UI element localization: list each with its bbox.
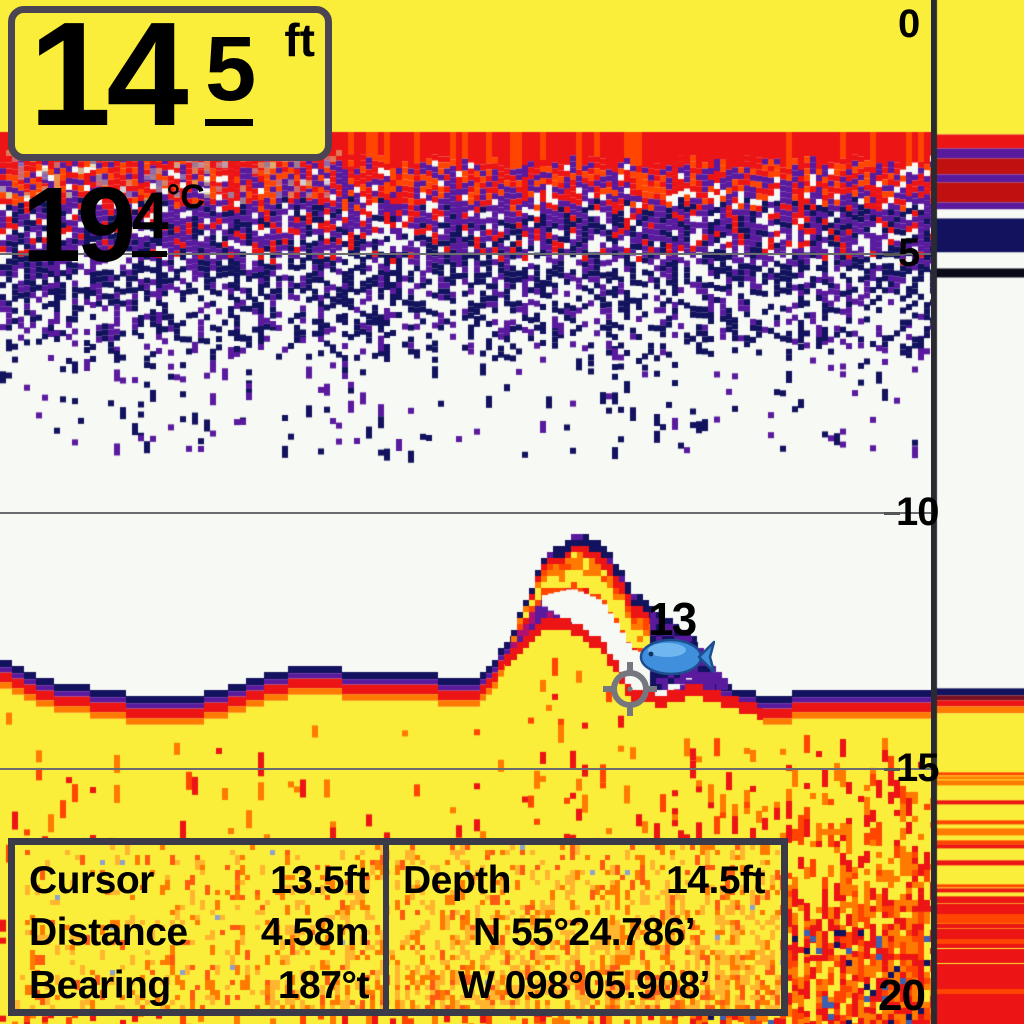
cursor-label: Cursor	[29, 859, 154, 902]
longitude-value: W 098°05.908’	[458, 963, 710, 1007]
latitude-value: N 55°24.786’	[472, 911, 696, 955]
depth-value: 14.5ft	[666, 859, 765, 902]
cursor-value: 13.5ft	[270, 859, 369, 902]
distance-value: 4.58m	[260, 911, 370, 955]
depth-tick-label-10: 10	[896, 490, 939, 534]
depth-decimal-value: 5	[205, 23, 256, 126]
temperature-unit-label: °C	[166, 178, 205, 216]
depth-tick-label-20: 20	[878, 971, 926, 1020]
depth-whole-value: 14	[29, 6, 189, 157]
panel-divider	[383, 845, 389, 1009]
table-row: N 55°24.786’	[403, 907, 765, 959]
depth-tick-label-5: 5	[898, 231, 920, 275]
depth-tick-mark-15	[884, 768, 900, 771]
depth-readout-box[interactable]: 14 5 ft	[8, 6, 332, 161]
bearing-label: Bearing	[29, 963, 171, 1007]
table-row: Distance 4.58m	[29, 907, 370, 959]
bearing-value: 187°t	[277, 963, 370, 1007]
ascope-canvas	[935, 0, 1024, 1024]
position-info-pane: Depth 14.5ft N 55°24.786’ W 098°05.908’	[389, 845, 781, 1009]
ascope-divider	[931, 0, 935, 1024]
temperature-readout: 194°C	[22, 172, 205, 278]
ascope-panel	[935, 0, 1024, 1024]
gridline-15ft	[0, 768, 931, 770]
data-readout-panel: Cursor 13.5ft Distance 4.58m Bearing 187…	[8, 838, 788, 1016]
table-row: Cursor 13.5ft	[29, 855, 369, 907]
depth-tick-mark-10	[884, 512, 900, 515]
fish-icon	[637, 632, 716, 687]
temperature-whole-value: 19	[22, 166, 136, 284]
depth-tick-label-0: 0	[898, 2, 920, 46]
panel-background-canvas	[15, 845, 781, 1009]
table-row: W 098°05.908’	[403, 960, 765, 1010]
gridline-10ft	[0, 512, 931, 514]
depth-label: Depth	[403, 859, 512, 902]
fish-depth-label: 13	[648, 593, 697, 645]
temperature-decimal-value: 4	[131, 182, 169, 257]
table-row: Bearing 187°t	[29, 960, 370, 1010]
depth-unit-label: ft	[284, 14, 315, 66]
cursor-info-pane: Cursor 13.5ft Distance 4.58m Bearing 187…	[15, 845, 383, 1009]
depth-tick-label-15: 15	[896, 746, 939, 790]
gridline-5ft	[0, 253, 931, 255]
table-row: Depth 14.5ft	[403, 855, 765, 907]
depth-tick-mark-5	[884, 253, 904, 256]
distance-label: Distance	[29, 911, 188, 955]
crosshair-cursor-icon[interactable]	[603, 662, 657, 721]
